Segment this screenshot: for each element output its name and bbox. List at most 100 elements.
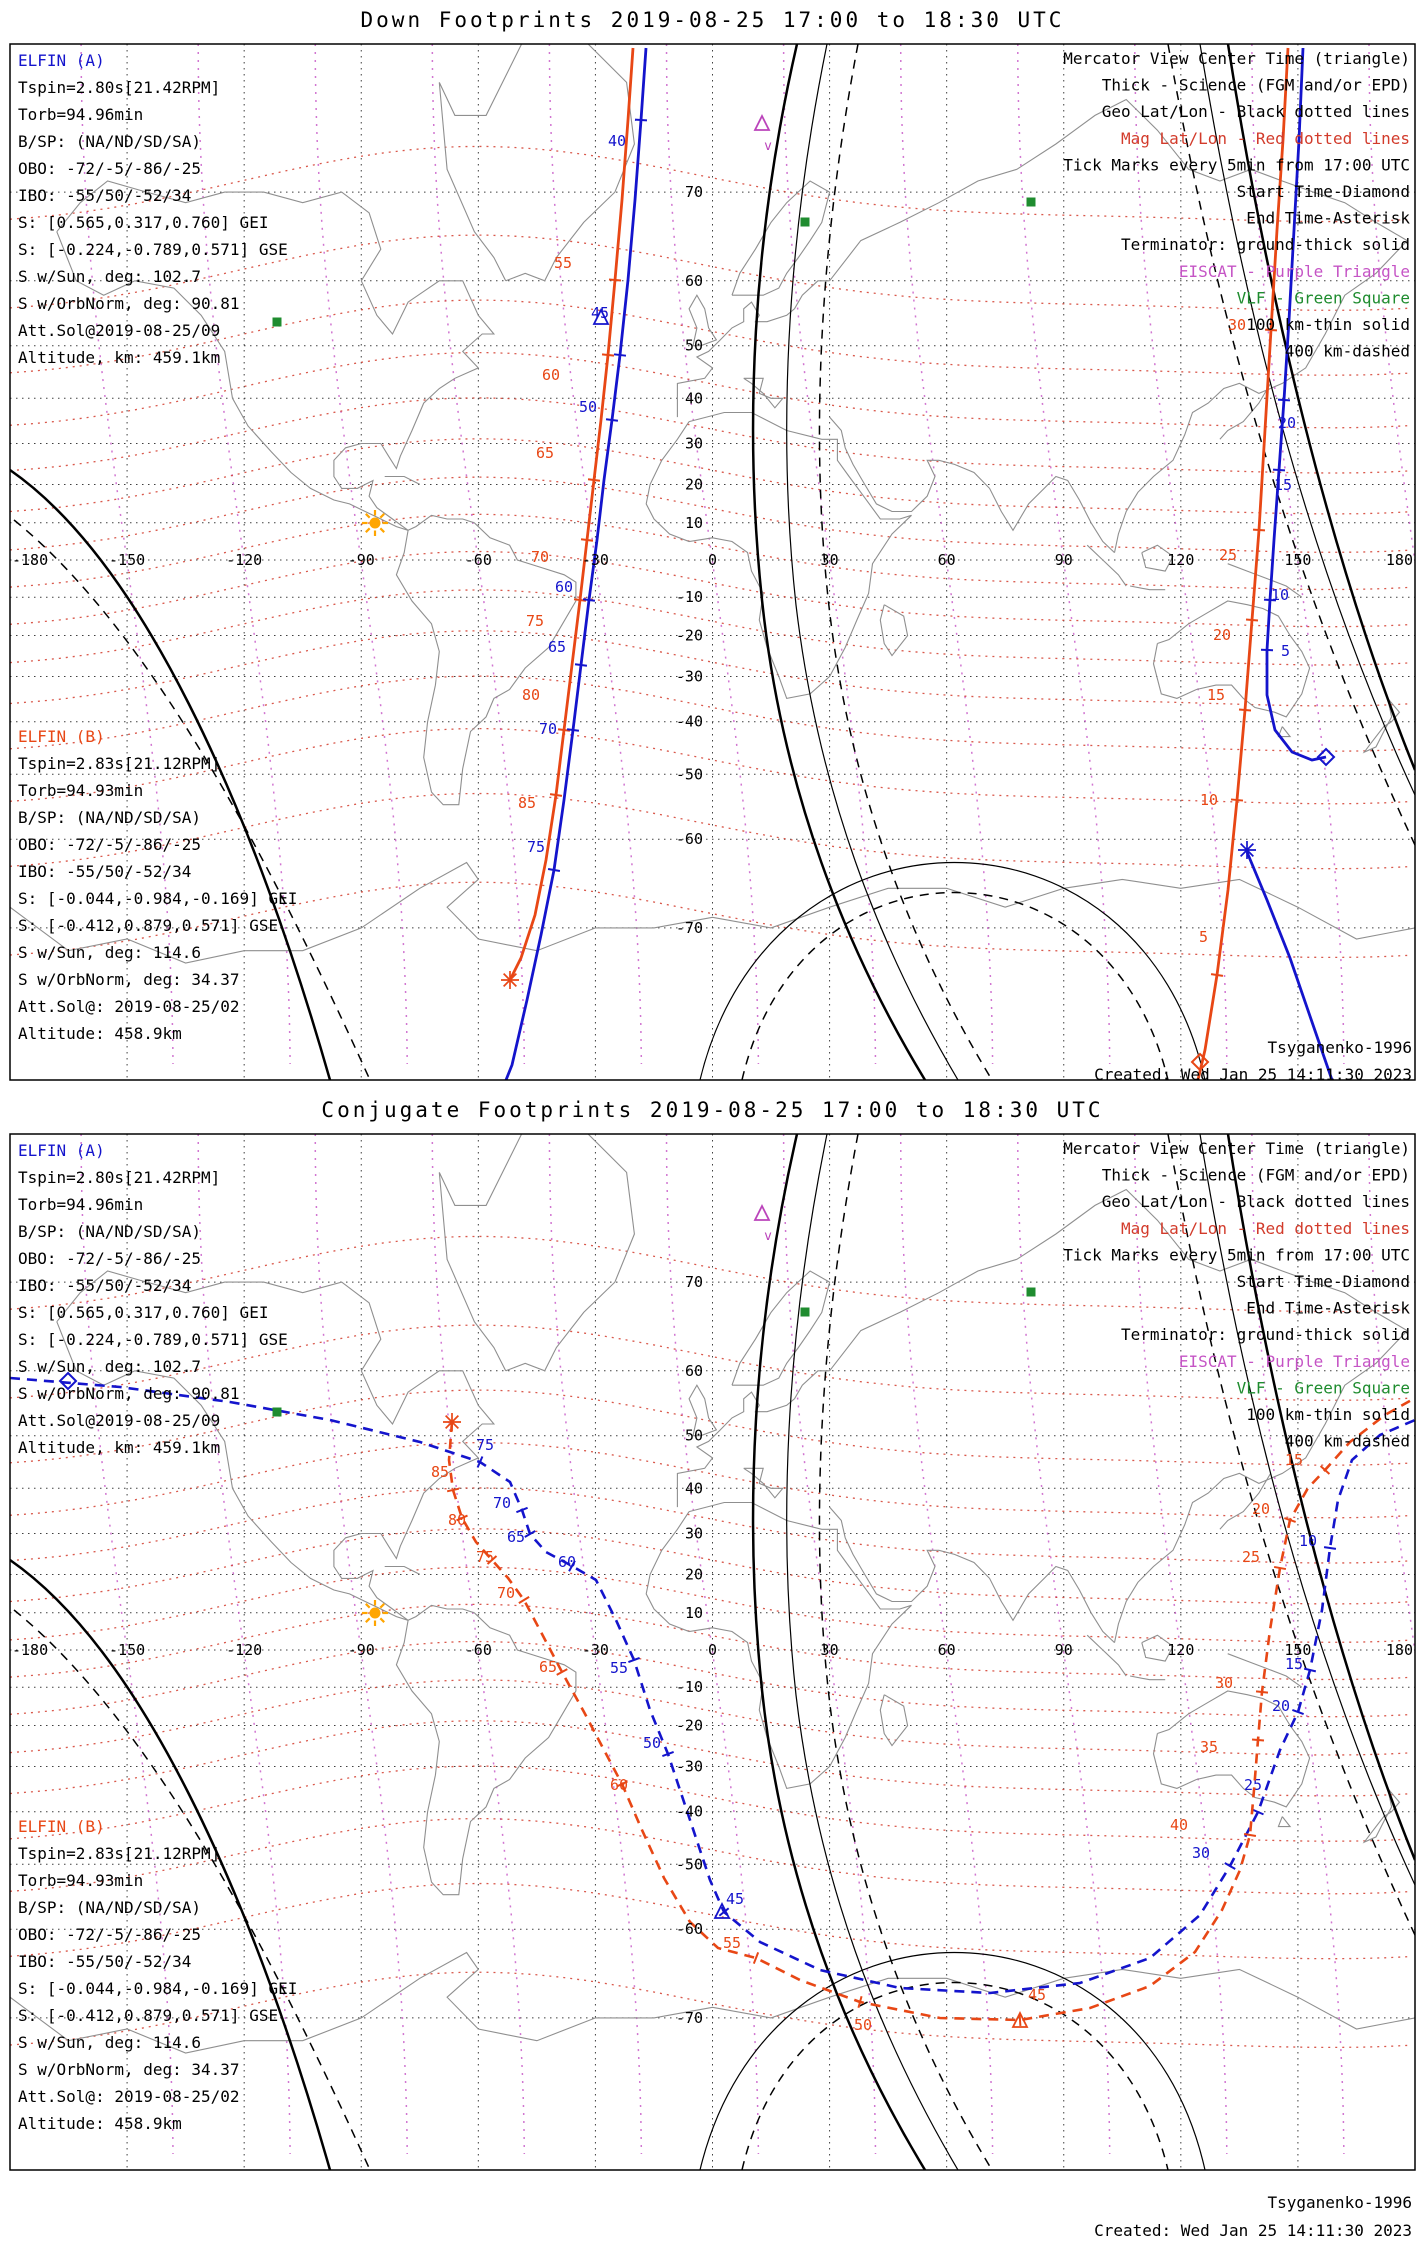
minute-tick-mark bbox=[1224, 1862, 1236, 1870]
elfin-a-info-line: S: [0.565,0.317,0.760] GEI bbox=[18, 213, 268, 232]
longitude-label: -180 bbox=[12, 551, 48, 569]
elfin-a-info-line: Altitude, km: 459.1km bbox=[18, 348, 220, 367]
mag-meridian-line bbox=[314, 1134, 408, 2155]
latitude-label: -20 bbox=[676, 1717, 703, 1735]
coastline bbox=[384, 1565, 421, 1575]
minute-tick-label: 65 bbox=[536, 444, 554, 462]
conjugate-footprints-panel: Conjugate Footprints 2019-08-25 17:00 to… bbox=[0, 1090, 1425, 2250]
elfin-b-info-line: S: [-0.412,0.879,0.571] GSE bbox=[18, 916, 278, 935]
elfin-a-info-line: Torb=94.96min bbox=[18, 105, 143, 124]
elfin-a-info-line: S: [-0.224,-0.789,0.571] GSE bbox=[18, 1330, 288, 1349]
mag-parallel-line bbox=[10, 1528, 1411, 1605]
elfin-b-info-line: S: [-0.044,-0.984,-0.169] GEI bbox=[18, 889, 297, 908]
mag-meridian-line bbox=[1134, 44, 1228, 1065]
minute-tick-mark bbox=[574, 663, 588, 667]
mag-meridian-line bbox=[1134, 1134, 1228, 2155]
terminator-curve bbox=[786, 1134, 959, 2170]
elfin-b-info-line: S w/Sun, deg: 114.6 bbox=[18, 943, 201, 962]
coastline bbox=[688, 1384, 718, 1437]
minute-tick-label: 15 bbox=[1207, 686, 1225, 704]
vlf-station-square bbox=[800, 217, 810, 227]
latitude-label: 40 bbox=[685, 1479, 703, 1497]
coastline bbox=[1227, 1653, 1303, 1688]
longitude-label: 0 bbox=[708, 1641, 717, 1659]
map-content: 7570656055504530252015108580757065605550… bbox=[10, 1134, 1415, 2170]
legend-line: End Time-Asterisk bbox=[1246, 209, 1410, 228]
legend-line: 100 km-thin solid bbox=[1246, 1405, 1410, 1424]
latitude-label: 40 bbox=[685, 389, 703, 407]
mag-meridian-line bbox=[1251, 44, 1345, 1065]
latitude-label: 70 bbox=[685, 1273, 703, 1291]
elfin-b-info-line: S w/OrbNorm, deg: 34.37 bbox=[18, 970, 240, 989]
minute-tick-mark bbox=[628, 1656, 640, 1664]
minute-tick-label: 55 bbox=[610, 1659, 628, 1677]
latitude-label: -70 bbox=[676, 919, 703, 937]
elfin-b-info-line: B/SP: (NA/ND/SD/SA) bbox=[18, 808, 201, 827]
latitude-label: -20 bbox=[676, 627, 703, 645]
coastline bbox=[10, 861, 1415, 964]
coastline bbox=[1129, 1675, 1166, 1681]
mag-meridian-line bbox=[314, 44, 408, 1065]
minute-tick-mark bbox=[547, 868, 561, 872]
elfin-b-track-east bbox=[1196, 47, 1290, 1080]
latitude-label: 60 bbox=[685, 1362, 703, 1380]
elfin-a-center-time-triangle bbox=[592, 307, 610, 325]
coastline bbox=[395, 1604, 577, 1896]
mag-meridian-line bbox=[197, 44, 291, 1065]
elfin-b-info-line: Altitude: 458.9km bbox=[18, 1024, 182, 1043]
longitude-label: 90 bbox=[1055, 1641, 1073, 1659]
coastline bbox=[829, 1188, 1408, 1372]
latitude-label: -50 bbox=[676, 1855, 703, 1873]
coastline bbox=[1086, 544, 1127, 587]
vlf-station-square bbox=[1026, 197, 1036, 207]
terminator-curve bbox=[1226, 1134, 1415, 1861]
minute-tick-label: 75 bbox=[527, 838, 545, 856]
minute-tick-label: 50 bbox=[854, 2016, 872, 2034]
minute-tick-label: 25 bbox=[1242, 1548, 1260, 1566]
coastline bbox=[688, 294, 718, 347]
coastline bbox=[1227, 563, 1303, 598]
elfin-b-info-line: Tspin=2.83s[21.12RPM] bbox=[18, 1844, 220, 1863]
minute-tick-label: 70 bbox=[493, 1494, 511, 1512]
longitude-label: -120 bbox=[226, 1641, 262, 1659]
mag-meridian-line bbox=[1017, 1134, 1111, 2155]
longitude-label: -180 bbox=[12, 1641, 48, 1659]
coastline bbox=[731, 1270, 831, 1386]
minute-tick-mark bbox=[1303, 1667, 1317, 1673]
elfin-a-info-heading: ELFIN (A) bbox=[18, 1141, 105, 1160]
minute-tick-label: 45 bbox=[1028, 1986, 1046, 2004]
latitude-label: -60 bbox=[676, 1920, 703, 1938]
minute-tick-mark bbox=[573, 598, 587, 602]
longitude-label: 60 bbox=[938, 1641, 956, 1659]
elfin-a-info-line: IBO: -55/50/-52/34 bbox=[18, 186, 191, 205]
eiscat-label: v bbox=[764, 139, 772, 154]
coastline bbox=[56, 1270, 496, 1621]
elfin-a-track-west bbox=[504, 47, 648, 1080]
longitude-label: 180 bbox=[1386, 1641, 1413, 1659]
elfin-b-info-line: S w/Sun, deg: 114.6 bbox=[18, 2033, 201, 2052]
coastline bbox=[1362, 1788, 1401, 1844]
coastline bbox=[384, 475, 421, 485]
coastline bbox=[56, 180, 496, 531]
minute-tick-label: 30 bbox=[1192, 1844, 1210, 1862]
minute-tick-label: 45 bbox=[726, 1890, 744, 1908]
latitude-label: 20 bbox=[685, 475, 703, 493]
latitude-label: 20 bbox=[685, 1565, 703, 1583]
legend-line: 400 km-dashed bbox=[1285, 1432, 1410, 1451]
latitude-label: -10 bbox=[676, 1678, 703, 1696]
minute-tick-mark bbox=[605, 418, 619, 422]
mag-meridian-line bbox=[80, 1134, 174, 2155]
minute-tick-label: 10 bbox=[1200, 791, 1218, 809]
minute-tick-label: 15 bbox=[1285, 1451, 1303, 1469]
mag-parallel-line bbox=[10, 630, 1411, 707]
elfin-b-info-line: IBO: -55/50/-52/34 bbox=[18, 862, 191, 881]
mag-parallel-line bbox=[10, 438, 1411, 515]
coastline bbox=[395, 514, 577, 806]
terminator-curve bbox=[10, 1558, 332, 2170]
minute-tick-mark bbox=[1323, 1546, 1337, 1550]
terminator-curve bbox=[10, 468, 332, 1080]
eiscat-triangle bbox=[753, 1203, 771, 1221]
minute-tick-label: 85 bbox=[518, 794, 536, 812]
coastline bbox=[1362, 698, 1401, 754]
mag-meridian-line bbox=[80, 44, 174, 1065]
